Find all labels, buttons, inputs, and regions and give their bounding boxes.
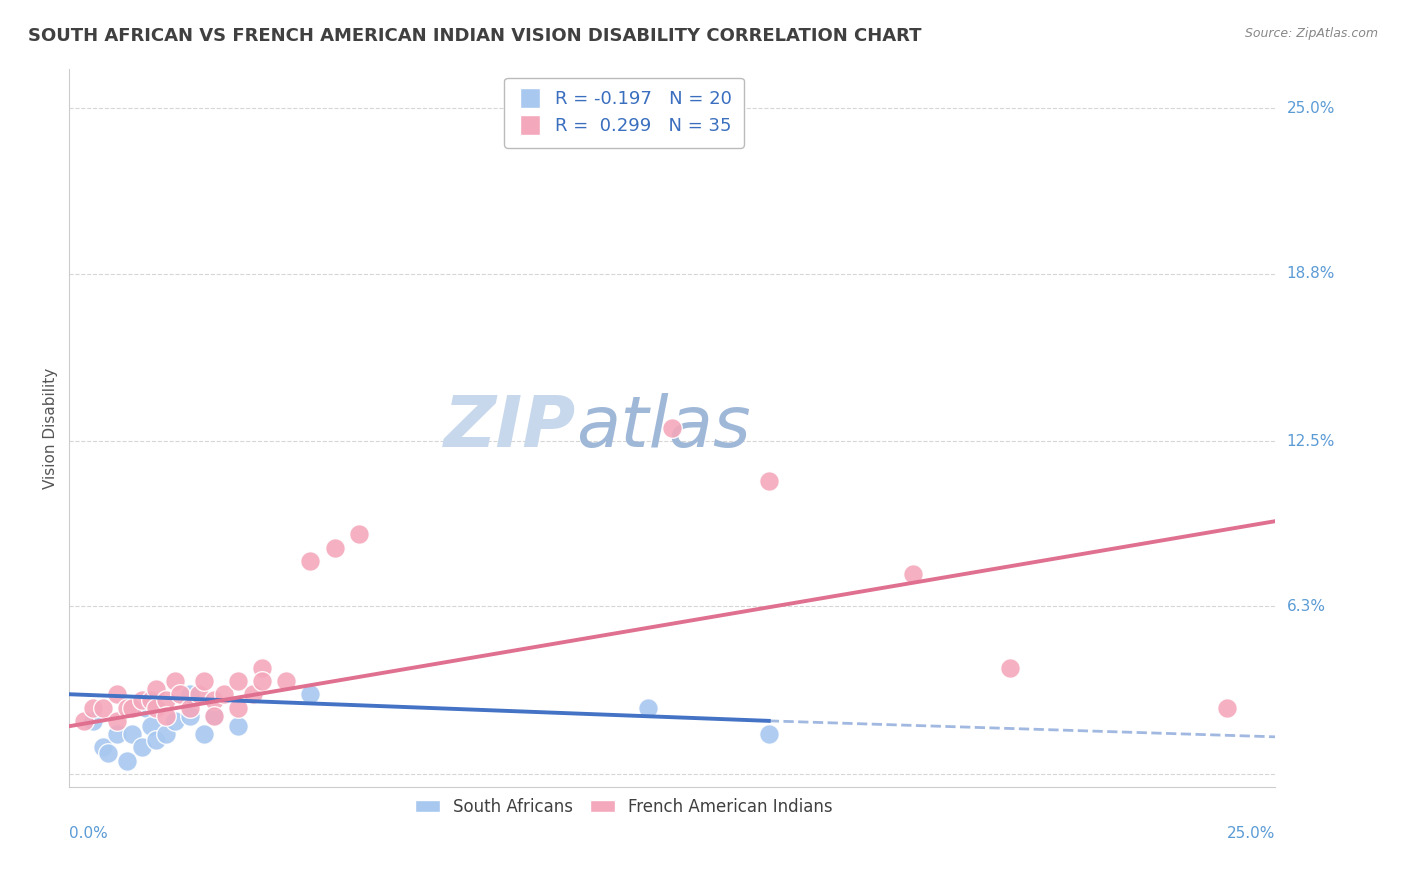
Point	[226, 673, 249, 688]
Point	[637, 700, 659, 714]
Point	[121, 727, 143, 741]
Point	[299, 687, 322, 701]
Text: ZIP: ZIP	[443, 393, 576, 462]
Point	[82, 714, 104, 728]
Text: 0.0%: 0.0%	[69, 826, 108, 841]
Point	[323, 541, 346, 555]
Text: 25.0%: 25.0%	[1286, 101, 1334, 116]
Legend: South Africans, French American Indians: South Africans, French American Indians	[408, 791, 839, 822]
Point	[1216, 700, 1239, 714]
Point	[145, 732, 167, 747]
Point	[141, 719, 163, 733]
Point	[202, 692, 225, 706]
Point	[998, 660, 1021, 674]
Point	[131, 692, 153, 706]
Point	[188, 687, 211, 701]
Point	[97, 746, 120, 760]
Point	[115, 700, 138, 714]
Point	[145, 681, 167, 696]
Point	[250, 660, 273, 674]
Text: atlas: atlas	[576, 393, 751, 462]
Y-axis label: Vision Disability: Vision Disability	[44, 368, 58, 489]
Point	[107, 714, 129, 728]
Point	[661, 421, 683, 435]
Text: 25.0%: 25.0%	[1227, 826, 1275, 841]
Point	[155, 708, 177, 723]
Point	[242, 687, 264, 701]
Text: Source: ZipAtlas.com: Source: ZipAtlas.com	[1244, 27, 1378, 40]
Point	[165, 673, 187, 688]
Point	[202, 708, 225, 723]
Point	[226, 719, 249, 733]
Point	[250, 673, 273, 688]
Point	[193, 673, 215, 688]
Point	[276, 673, 298, 688]
Point	[155, 692, 177, 706]
Point	[226, 700, 249, 714]
Point	[347, 527, 370, 541]
Point	[91, 700, 114, 714]
Point	[82, 700, 104, 714]
Text: 12.5%: 12.5%	[1286, 434, 1334, 449]
Point	[758, 727, 780, 741]
Point	[212, 687, 235, 701]
Point	[131, 740, 153, 755]
Point	[193, 727, 215, 741]
Point	[115, 754, 138, 768]
Point	[169, 687, 191, 701]
Point	[179, 708, 201, 723]
Point	[135, 700, 157, 714]
Point	[202, 708, 225, 723]
Point	[179, 700, 201, 714]
Point	[758, 474, 780, 488]
Text: SOUTH AFRICAN VS FRENCH AMERICAN INDIAN VISION DISABILITY CORRELATION CHART: SOUTH AFRICAN VS FRENCH AMERICAN INDIAN …	[28, 27, 921, 45]
Text: 6.3%: 6.3%	[1286, 599, 1326, 614]
Point	[91, 740, 114, 755]
Text: 18.8%: 18.8%	[1286, 266, 1334, 281]
Point	[107, 727, 129, 741]
Point	[165, 714, 187, 728]
Point	[903, 567, 925, 582]
Point	[155, 727, 177, 741]
Point	[121, 700, 143, 714]
Point	[145, 700, 167, 714]
Point	[107, 687, 129, 701]
Point	[179, 687, 201, 701]
Point	[73, 714, 96, 728]
Point	[299, 554, 322, 568]
Point	[141, 692, 163, 706]
